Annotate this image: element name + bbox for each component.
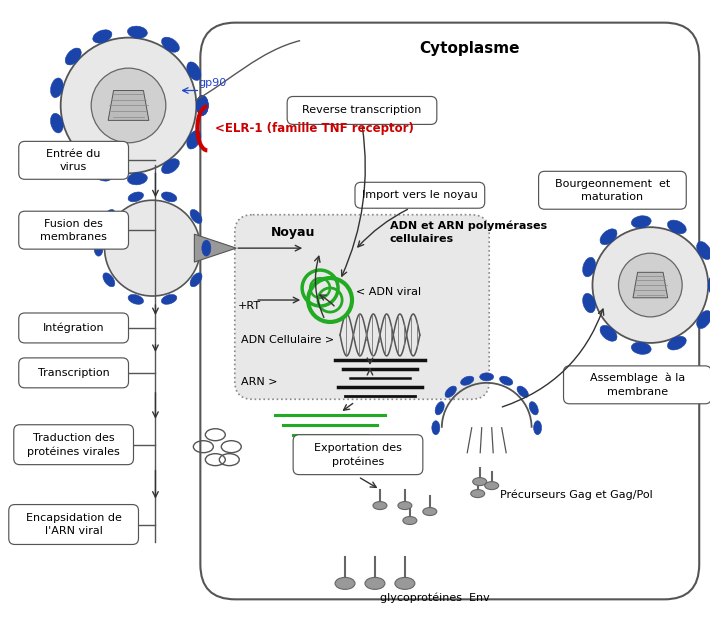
Ellipse shape [697,311,711,329]
Polygon shape [108,90,149,121]
Polygon shape [194,234,236,262]
Ellipse shape [50,113,63,133]
Ellipse shape [435,402,444,415]
Ellipse shape [187,130,201,149]
Ellipse shape [631,342,651,354]
Circle shape [91,68,166,143]
Ellipse shape [94,240,103,256]
Text: Traduction des
protéines virales: Traduction des protéines virales [27,433,120,457]
FancyBboxPatch shape [201,23,699,599]
FancyBboxPatch shape [18,142,129,179]
Ellipse shape [365,577,385,590]
Ellipse shape [187,62,201,80]
Ellipse shape [461,376,474,385]
Ellipse shape [445,386,456,397]
FancyBboxPatch shape [287,96,437,124]
FancyBboxPatch shape [539,171,686,210]
Ellipse shape [708,275,711,295]
Ellipse shape [480,373,493,381]
Ellipse shape [161,159,179,174]
Ellipse shape [485,481,498,489]
FancyBboxPatch shape [18,211,129,249]
Ellipse shape [708,275,711,295]
Circle shape [619,253,682,317]
FancyBboxPatch shape [355,182,485,208]
FancyBboxPatch shape [18,358,129,388]
Ellipse shape [202,240,211,256]
Polygon shape [633,273,668,298]
Text: glycoprotéines  Env: glycoprotéines Env [380,592,490,603]
Ellipse shape [161,37,179,52]
Text: Transcription: Transcription [38,368,109,378]
Text: Encapsidation de
l'ARN viral: Encapsidation de l'ARN viral [26,513,122,536]
Ellipse shape [403,517,417,525]
Ellipse shape [432,421,440,434]
Ellipse shape [128,192,144,202]
Ellipse shape [471,489,485,497]
FancyBboxPatch shape [18,313,129,343]
Text: Noyau: Noyau [271,226,316,239]
Ellipse shape [335,577,355,590]
Ellipse shape [128,294,144,304]
Ellipse shape [190,273,202,287]
Ellipse shape [65,48,81,65]
Ellipse shape [398,502,412,510]
Text: ADN Cellulaire >: ADN Cellulaire > [241,335,334,345]
Ellipse shape [103,273,114,287]
Text: Bourgeonnement  et
maturation: Bourgeonnement et maturation [555,179,670,202]
Ellipse shape [600,229,617,245]
Ellipse shape [50,78,63,98]
FancyBboxPatch shape [235,214,489,399]
Ellipse shape [127,172,147,185]
Text: gp90: gp90 [198,78,227,88]
Ellipse shape [517,386,528,397]
Ellipse shape [373,502,387,510]
Ellipse shape [583,294,595,313]
FancyBboxPatch shape [14,425,134,465]
Ellipse shape [533,421,542,434]
Ellipse shape [600,325,617,341]
FancyBboxPatch shape [293,434,423,475]
Text: Précurseurs Gag et Gag/Pol: Précurseurs Gag et Gag/Pol [500,489,653,500]
Ellipse shape [668,336,686,350]
Text: < ADN viral: < ADN viral [356,287,421,297]
FancyBboxPatch shape [9,504,139,544]
Text: Assemblage  à la
membrane: Assemblage à la membrane [589,373,685,397]
Text: Intégration: Intégration [43,323,105,333]
Text: Exportation des
protéines: Exportation des protéines [314,442,402,467]
Ellipse shape [92,30,112,43]
Text: ADN et ARN polymérases
cellulaires: ADN et ARN polymérases cellulaires [390,221,547,244]
Ellipse shape [190,210,202,224]
FancyBboxPatch shape [564,366,711,404]
Text: Reverse transcription: Reverse transcription [302,106,422,116]
Text: Import vers le noyau: Import vers le noyau [362,190,478,200]
Ellipse shape [127,26,147,38]
Text: ARN >: ARN > [241,377,278,387]
Ellipse shape [161,294,177,304]
Ellipse shape [92,168,112,181]
Ellipse shape [631,216,651,228]
Ellipse shape [103,210,114,224]
Ellipse shape [529,402,538,415]
Ellipse shape [500,376,513,385]
Ellipse shape [196,95,208,116]
Ellipse shape [196,95,208,116]
Ellipse shape [473,478,487,486]
Text: <ELR-1 (famille TNF receptor): <ELR-1 (famille TNF receptor) [215,122,415,135]
Ellipse shape [65,146,81,163]
Circle shape [60,38,196,173]
Ellipse shape [161,192,177,202]
Text: Fusion des
membranes: Fusion des membranes [41,219,107,242]
Ellipse shape [583,257,595,277]
Ellipse shape [423,507,437,515]
Ellipse shape [668,220,686,234]
Ellipse shape [395,577,415,590]
Text: Cytoplasme: Cytoplasme [419,41,520,56]
Circle shape [105,200,201,296]
Circle shape [592,227,708,343]
Ellipse shape [697,242,711,260]
Text: +RT: +RT [238,301,262,311]
Text: Entrée du
virus: Entrée du virus [46,149,101,172]
